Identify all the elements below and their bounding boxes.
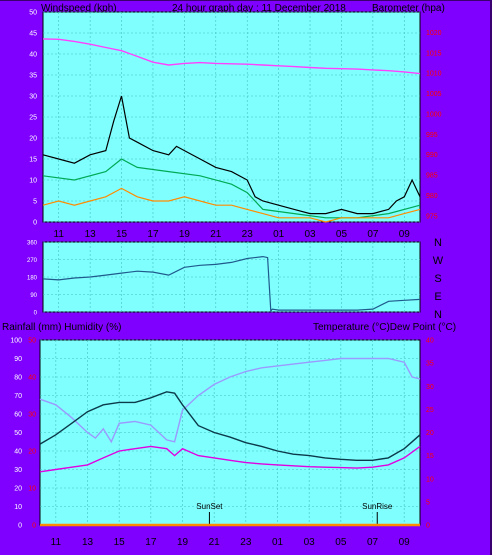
humidity-y-tick-label: 60 (14, 412, 22, 419)
temp-y-tick-label: 35 (426, 361, 434, 368)
wind-y-tick-label: 30 (29, 94, 37, 101)
series-line-humidity- (39, 357, 421, 444)
wind-x-tick-label: 11 (54, 229, 65, 240)
baro-y-tick-label: 975 (426, 213, 438, 220)
humidity-y-tick-label: 0 (18, 523, 22, 530)
compass-label-n: N (434, 309, 442, 321)
series-line-wind-speed (42, 187, 421, 223)
temp-x-tick-label: 13 (82, 537, 94, 548)
series-line-barometer-hpa- (42, 38, 421, 75)
direction-y-tick-label: 0 (34, 311, 38, 317)
temp-y-tick-label: 20 (426, 430, 434, 437)
humidity-y-tick-label: 70 (14, 393, 22, 400)
wind-x-tick-label: 13 (85, 229, 97, 240)
rainfall-y-tick-label: 0 (32, 523, 36, 530)
wind-y-tick-label: 25 (29, 115, 37, 122)
series-line-wind-direction (42, 255, 421, 313)
temp-x-tick-label: 07 (367, 537, 379, 548)
baro-y-tick-label: 995 (426, 132, 438, 139)
direction-y-tick-label: 90 (30, 293, 37, 299)
direction-y-tick-label: 180 (27, 276, 38, 282)
humidity-y-tick-label: 50 (14, 430, 22, 437)
wind-y-tick-label: 10 (29, 178, 37, 185)
humidity-y-tick-label: 80 (14, 375, 22, 382)
temp-x-tick-label: 23 (240, 537, 252, 548)
baro-y-tick-label: 985 (426, 173, 438, 180)
temp-y-tick-label: 15 (426, 453, 434, 460)
barometer-axis-title: Barometer (hpa) (372, 3, 445, 14)
sunset-label: SunSet (196, 502, 223, 511)
wind-x-tick-label: 07 (367, 229, 379, 240)
top-divider (0, 0, 492, 1)
temp-x-tick-label: 01 (272, 537, 284, 548)
wind-x-tick-label: 09 (399, 229, 411, 240)
temp-x-tick-label: 19 (177, 537, 189, 548)
temp-y-tick-label: 10 (426, 476, 434, 483)
baro-y-tick-label: 1005 (426, 91, 442, 98)
temp-y-tick-label: 5 (426, 499, 430, 506)
humidity-y-tick-label: 10 (14, 504, 22, 511)
temp-y-tick-label: 40 (426, 338, 434, 345)
wind-y-tick-label: 50 (29, 10, 37, 17)
temp-y-tick-label: 0 (426, 523, 430, 530)
humidity-y-tick-label: 30 (14, 467, 22, 474)
rainfall-y-tick-label: 10 (28, 486, 36, 493)
temp-x-tick-label: 05 (335, 537, 347, 548)
compass-label-n: N (434, 237, 442, 249)
compass-label-e: E (434, 291, 441, 303)
wind-x-tick-label: 03 (304, 229, 316, 240)
wind-y-tick-label: 20 (29, 136, 37, 143)
series-line-dew-point-c- (39, 445, 421, 473)
temp-x-tick-label: 03 (304, 537, 316, 548)
wind-x-tick-label: 23 (242, 229, 254, 240)
rainfall-y-tick-label: 30 (28, 412, 36, 419)
wind-x-tick-label: 01 (273, 229, 285, 240)
rainfall-y-tick-label: 50 (28, 338, 36, 345)
temp-x-tick-label: 09 (399, 537, 411, 548)
windspeed-axis-title: Windspeed (kph) (41, 3, 117, 14)
baro-y-tick-label: 1000 (426, 111, 442, 118)
temp-x-tick-label: 21 (209, 537, 221, 548)
wind-x-tick-label: 17 (147, 229, 159, 240)
wind-x-tick-label: 05 (336, 229, 348, 240)
wind-y-tick-label: 40 (29, 52, 37, 59)
baro-y-tick-label: 980 (426, 193, 438, 200)
temp-x-tick-label: 11 (51, 537, 62, 548)
humidity-y-tick-label: 90 (14, 356, 22, 363)
compass-label-s: S (434, 273, 441, 285)
series-line-wind-gust (42, 95, 421, 215)
wind-y-tick-label: 15 (29, 157, 37, 164)
compass-label-w: W (433, 255, 444, 267)
rainfall-humidity-title: Rainfall (mm) Humidity (%) (2, 322, 122, 333)
wind-x-tick-label: 19 (179, 229, 191, 240)
rainfall-y-tick-label: 20 (28, 449, 36, 456)
baro-y-tick-label: 990 (426, 152, 438, 159)
wind-y-tick-label: 45 (29, 31, 37, 38)
baro-y-tick-label: 1010 (426, 71, 442, 78)
temp-y-tick-label: 30 (426, 384, 434, 391)
humidity-y-tick-label: 20 (14, 486, 22, 493)
graph-title: 24 hour graph day : 11 December 2018 (172, 3, 346, 14)
direction-y-tick-label: 360 (27, 241, 38, 247)
temp-y-tick-label: 25 (426, 407, 434, 414)
wind-y-tick-label: 0 (33, 220, 37, 227)
wind-x-tick-label: 15 (116, 229, 128, 240)
baro-y-tick-label: 1015 (426, 50, 442, 57)
temp-x-tick-label: 17 (145, 537, 157, 548)
humidity-y-tick-label: 40 (14, 449, 22, 456)
right-divider (490, 0, 492, 555)
wind-y-tick-label: 5 (33, 199, 37, 206)
temp-dewpoint-title: Temperature (°C)Dew Point (°C) (313, 322, 457, 333)
wind-x-tick-label: 21 (210, 229, 222, 240)
series-line-temperature-c- (39, 391, 421, 461)
temp-x-tick-label: 15 (114, 537, 126, 548)
baro-y-tick-label: 1020 (426, 30, 442, 37)
direction-y-tick-label: 270 (27, 258, 38, 264)
rainfall-y-tick-label: 40 (28, 375, 36, 382)
humidity-y-tick-label: 100 (10, 338, 22, 345)
wind-y-tick-label: 35 (29, 73, 37, 80)
sunrise-label: SunRise (362, 502, 393, 511)
